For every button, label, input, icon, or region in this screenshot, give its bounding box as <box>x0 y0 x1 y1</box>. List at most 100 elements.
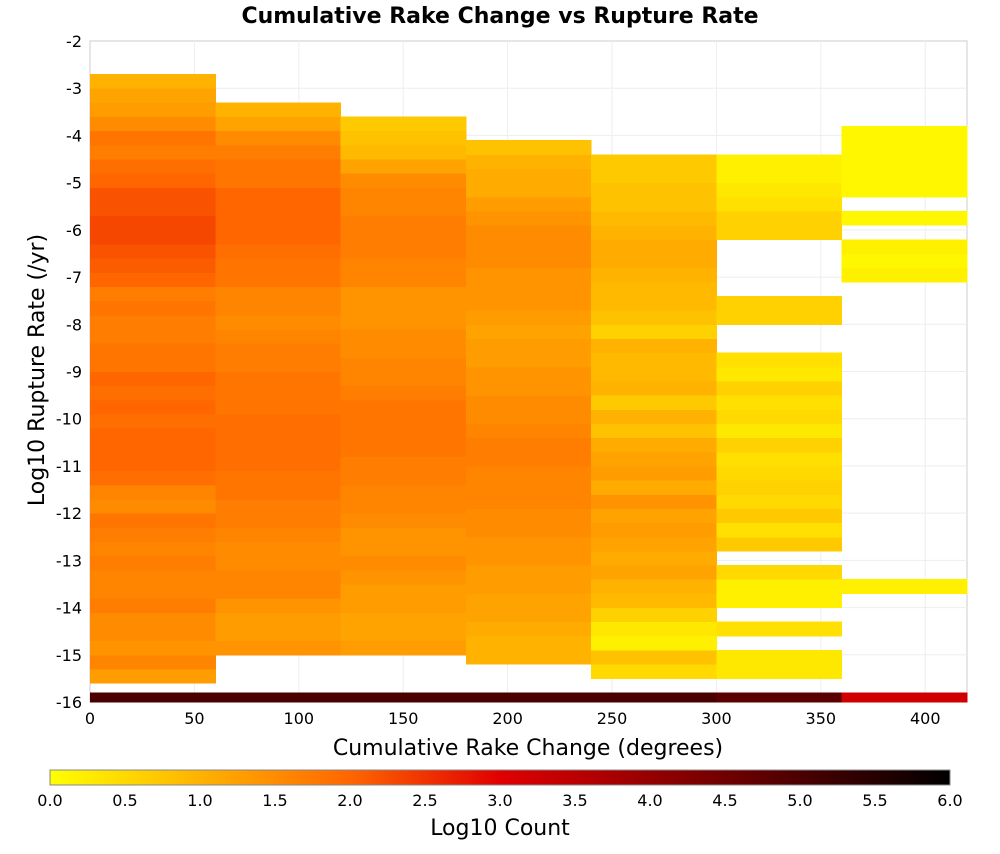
x-tick-label: 50 <box>184 709 204 728</box>
heatmap-cell <box>90 144 216 160</box>
heatmap-cell <box>716 536 843 552</box>
heatmap-cell <box>841 182 968 198</box>
heatmap-cell <box>215 612 342 627</box>
heatmap-cell <box>340 329 467 344</box>
x-tick-label: 300 <box>701 709 732 728</box>
heatmap-cell <box>90 456 216 472</box>
heatmap-cell <box>90 612 216 627</box>
heatmap-cell <box>340 357 467 372</box>
heatmap-cell <box>591 579 717 594</box>
heatmap-cell <box>340 159 467 174</box>
heatmap-cell <box>90 527 216 542</box>
heatmap-cell <box>591 196 717 212</box>
heatmap-cell <box>215 456 342 472</box>
heatmap-cell <box>591 664 717 679</box>
heatmap-cell <box>591 423 717 439</box>
heatmap-cell <box>841 239 968 254</box>
heatmap-cell <box>465 550 592 566</box>
heatmap-cell <box>90 102 216 118</box>
heatmap-cell <box>591 281 717 297</box>
heatmap-cell <box>716 196 843 212</box>
heatmap-cell <box>465 522 592 538</box>
heatmap-cell <box>716 409 843 424</box>
heatmap-cell <box>90 668 216 684</box>
heatmap-cell <box>90 173 216 188</box>
heatmap-cell <box>90 498 216 514</box>
colorbar-tick-label: 5.5 <box>862 791 887 810</box>
heatmap-cell <box>340 399 467 415</box>
heatmap-cell <box>340 569 467 585</box>
heatmap-cell <box>591 352 717 368</box>
heatmap-cell <box>841 140 968 155</box>
heatmap-cell <box>340 116 467 132</box>
heatmap-cell <box>90 371 216 387</box>
heatmap-cell <box>215 229 342 245</box>
heatmap-cell <box>90 413 216 429</box>
colorbar-tick-label: 1.0 <box>187 791 212 810</box>
heatmap-cell <box>591 395 717 410</box>
heatmap-cell <box>591 253 717 269</box>
heatmap-cell <box>90 159 216 174</box>
heatmap-cell <box>591 324 717 339</box>
heatmap-cell <box>90 513 216 528</box>
heatmap-cell <box>90 88 216 103</box>
heatmap-cell <box>465 465 592 481</box>
heatmap-cell <box>716 664 843 679</box>
heatmap-cell <box>465 593 592 609</box>
y-tick-label: -10 <box>56 410 82 429</box>
heatmap-cell <box>591 565 717 580</box>
heatmap-cell <box>215 513 342 528</box>
x-tick-label: 100 <box>284 709 315 728</box>
heatmap-cell <box>215 286 342 302</box>
heatmap-cell <box>340 527 467 542</box>
heatmap-cell <box>465 154 592 169</box>
heatmap-cell <box>340 215 467 231</box>
x-axis-label: Cumulative Rake Change (degrees) <box>333 736 723 761</box>
heatmap-cell <box>340 413 467 429</box>
heatmap-cell <box>90 555 216 571</box>
heatmap-cell <box>465 324 592 339</box>
heatmap-cell <box>215 272 342 288</box>
heatmap-cell <box>90 74 216 89</box>
colorbar-ticks: 0.0 0.5 1.0 1.5 2.0 2.5 3.0 3.5 4.0 4.5 5.0 5.5 6.0 <box>37 791 962 810</box>
heatmap-cell <box>340 484 467 500</box>
heatmap-cell <box>841 154 968 169</box>
heatmap-cell <box>465 650 592 665</box>
colorbar-tick-label: 2.0 <box>337 791 362 810</box>
heatmap-cell <box>465 182 592 198</box>
heatmap-cell <box>340 583 467 599</box>
colorbar-tick-label: 2.5 <box>412 791 437 810</box>
heatmap-cell <box>591 494 717 509</box>
heatmap-cell <box>465 267 592 283</box>
x-tick-label: 0 <box>85 709 95 728</box>
x-tick-label: 200 <box>492 709 523 728</box>
heatmap-cell <box>716 621 843 637</box>
heatmap-cell <box>340 692 467 703</box>
heatmap-cell <box>90 470 216 486</box>
heatmap-cell <box>716 366 843 382</box>
heatmap-cell <box>340 258 467 273</box>
heatmap-cell <box>340 201 467 217</box>
heatmap-cell <box>90 357 216 372</box>
heatmap-cell <box>591 650 717 665</box>
heatmap-cell <box>90 343 216 358</box>
y-tick-label: -7 <box>66 268 82 287</box>
heatmap-cell <box>591 295 717 311</box>
heatmap-cell <box>215 583 342 599</box>
heatmap-cell <box>340 555 467 571</box>
heatmap-cell <box>340 640 467 656</box>
heatmap-cell <box>215 144 342 160</box>
heatmap-cell <box>591 465 717 481</box>
heatmap-cell <box>90 116 216 132</box>
heatmap-cell <box>591 451 717 467</box>
heatmap-cell <box>716 565 843 580</box>
heatmap-cell <box>215 314 342 330</box>
heatmap-cell <box>591 437 717 453</box>
heatmap-cell <box>841 168 968 184</box>
heatmap-cell <box>591 239 717 254</box>
heatmap-cell <box>340 272 467 288</box>
heatmap-cell <box>591 621 717 637</box>
heatmap-cell <box>90 569 216 585</box>
heatmap-cell <box>716 437 843 453</box>
heatmap-cell <box>465 423 592 439</box>
